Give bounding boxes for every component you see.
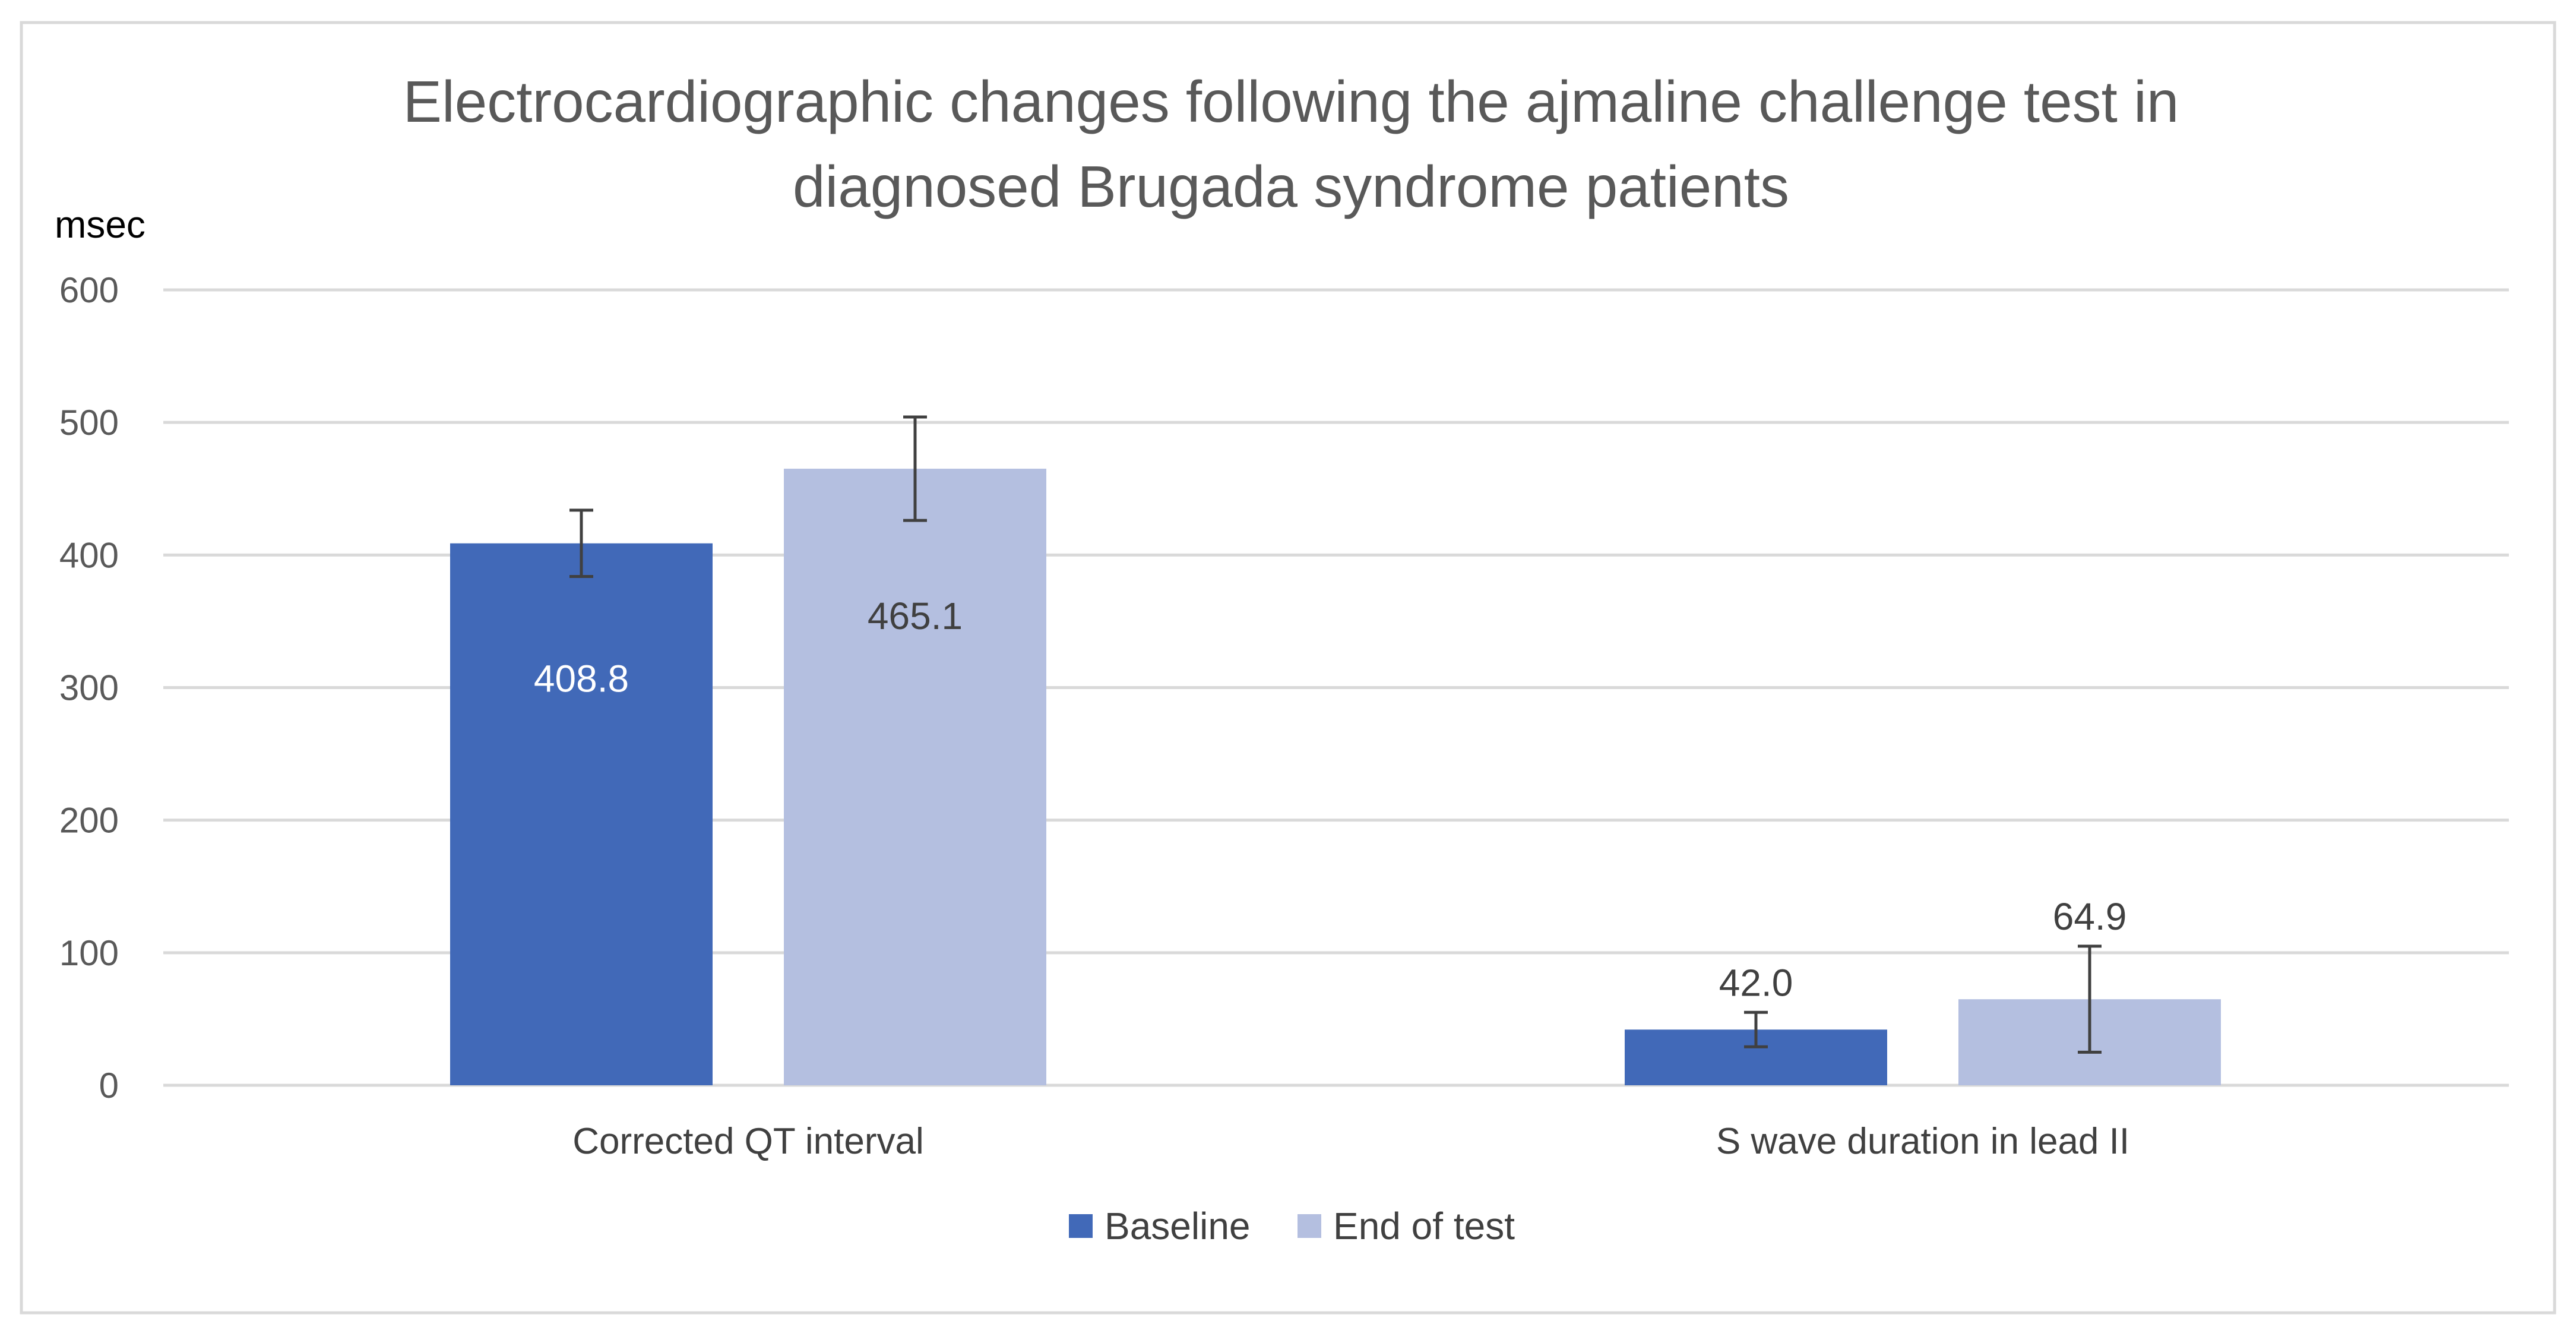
chart-title-line-1: Electrocardiographic changes following t… xyxy=(403,69,2179,134)
error-bar-0-1 xyxy=(1744,1010,1768,1048)
x-category-label-2: S wave duration in lead II xyxy=(1716,1121,2129,1162)
legend-swatch xyxy=(1298,1214,1321,1238)
chart-title-line-2: diagnosed Brugada syndrome patients xyxy=(793,154,1789,219)
data-labels: 408.8 42.0 465.1 64.9 xyxy=(534,595,2126,1004)
x-category-label-1: Corrected QT interval xyxy=(572,1121,924,1162)
bars xyxy=(450,469,2221,1086)
y-tick-label-300: 300 xyxy=(59,668,119,708)
legend-label: End of test xyxy=(1333,1205,1515,1247)
legend-label: Baseline xyxy=(1105,1205,1251,1247)
y-axis-ticks: 0 100 200 300 400 500 600 xyxy=(59,270,119,1105)
legend: Baseline End of test xyxy=(1069,1205,1515,1247)
y-tick-label-200: 200 xyxy=(59,801,119,841)
legend-item-end-of-test: End of test xyxy=(1298,1205,1515,1247)
error-bars xyxy=(569,415,2102,1054)
y-tick-label-600: 600 xyxy=(59,270,119,310)
legend-swatch xyxy=(1069,1214,1093,1238)
data-label: 465.1 xyxy=(868,595,963,637)
y-tick-label-0: 0 xyxy=(99,1066,119,1105)
error-bar-1-1 xyxy=(2078,944,2102,1054)
y-tick-label-100: 100 xyxy=(59,933,119,973)
bar-end-of-test-1 xyxy=(784,469,1046,1086)
y-tick-label-500: 500 xyxy=(59,403,119,443)
x-axis-categories: Corrected QT interval S wave duration in … xyxy=(572,1121,2129,1162)
data-label: 408.8 xyxy=(534,658,629,700)
data-label: 42.0 xyxy=(1719,961,1793,1004)
legend-item-baseline: Baseline xyxy=(1069,1205,1251,1247)
y-axis-label: msec xyxy=(55,203,145,246)
error-bar-1-0 xyxy=(903,415,927,522)
data-label: 64.9 xyxy=(2053,895,2127,938)
bar-baseline-1 xyxy=(450,543,713,1085)
error-bar-0-0 xyxy=(569,508,593,578)
y-tick-label-400: 400 xyxy=(59,535,119,575)
chart-area-border xyxy=(20,21,2556,1315)
